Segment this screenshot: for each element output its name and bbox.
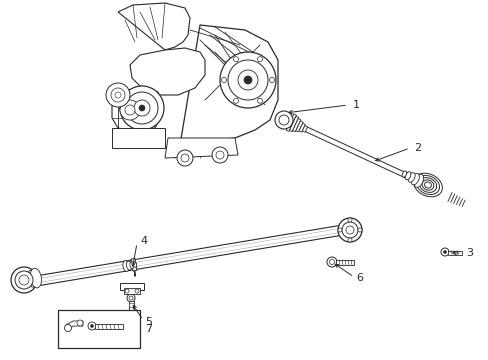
Ellipse shape — [419, 177, 436, 192]
Circle shape — [227, 60, 267, 100]
Polygon shape — [302, 126, 307, 132]
Ellipse shape — [413, 173, 442, 197]
Circle shape — [326, 257, 336, 267]
Ellipse shape — [133, 262, 136, 267]
Circle shape — [125, 105, 135, 115]
Polygon shape — [112, 128, 164, 148]
Circle shape — [337, 218, 361, 242]
Text: 3: 3 — [465, 248, 472, 258]
Bar — [58, 310, 140, 348]
Text: 4: 4 — [140, 236, 147, 246]
Circle shape — [337, 228, 341, 232]
Ellipse shape — [410, 174, 419, 185]
Circle shape — [120, 100, 140, 120]
Polygon shape — [180, 25, 278, 148]
Circle shape — [111, 88, 125, 102]
Circle shape — [126, 92, 158, 124]
Text: 5: 5 — [145, 317, 152, 327]
Circle shape — [135, 289, 139, 293]
Circle shape — [181, 154, 189, 162]
Ellipse shape — [401, 171, 406, 177]
Polygon shape — [292, 118, 300, 132]
Ellipse shape — [416, 175, 439, 195]
Polygon shape — [118, 3, 190, 50]
Circle shape — [90, 324, 93, 328]
Circle shape — [233, 57, 238, 62]
Polygon shape — [164, 138, 238, 158]
Bar — [335, 260, 353, 265]
Text: 7: 7 — [145, 324, 152, 334]
Bar — [447, 251, 461, 255]
Circle shape — [440, 248, 448, 256]
Bar — [129, 301, 134, 313]
Text: 6: 6 — [355, 273, 362, 283]
Ellipse shape — [413, 174, 423, 187]
Ellipse shape — [27, 270, 37, 287]
Circle shape — [274, 111, 292, 129]
Circle shape — [15, 271, 33, 289]
Circle shape — [125, 289, 129, 293]
Circle shape — [269, 77, 274, 82]
Circle shape — [134, 100, 150, 116]
Bar — [120, 283, 144, 290]
Circle shape — [257, 98, 262, 103]
Bar — [95, 324, 123, 329]
Circle shape — [139, 105, 145, 111]
Circle shape — [357, 228, 361, 232]
Ellipse shape — [126, 261, 131, 270]
Circle shape — [115, 92, 121, 98]
Ellipse shape — [24, 272, 32, 287]
Ellipse shape — [421, 180, 433, 190]
Polygon shape — [299, 124, 423, 185]
Polygon shape — [299, 123, 305, 132]
Ellipse shape — [130, 261, 134, 269]
Polygon shape — [133, 260, 135, 276]
Ellipse shape — [30, 268, 41, 288]
Circle shape — [347, 238, 351, 242]
Ellipse shape — [424, 182, 430, 188]
Circle shape — [329, 260, 334, 265]
Circle shape — [19, 275, 29, 285]
Circle shape — [177, 150, 193, 166]
Circle shape — [221, 77, 226, 82]
Polygon shape — [289, 116, 298, 132]
Circle shape — [257, 57, 262, 62]
Circle shape — [244, 76, 251, 84]
Circle shape — [212, 147, 227, 163]
Circle shape — [120, 86, 163, 130]
Polygon shape — [285, 114, 296, 131]
Polygon shape — [33, 225, 345, 286]
Circle shape — [346, 226, 353, 234]
Circle shape — [233, 98, 238, 103]
Ellipse shape — [122, 261, 129, 271]
Circle shape — [106, 83, 130, 107]
Circle shape — [129, 296, 133, 300]
Circle shape — [11, 267, 37, 293]
Bar — [124, 288, 140, 294]
Polygon shape — [112, 88, 160, 132]
Circle shape — [88, 322, 96, 330]
Polygon shape — [66, 321, 83, 330]
Circle shape — [347, 218, 351, 222]
Circle shape — [279, 115, 288, 125]
Polygon shape — [131, 258, 137, 271]
Circle shape — [341, 222, 357, 238]
Text: 2: 2 — [413, 143, 420, 153]
Circle shape — [238, 70, 258, 90]
Circle shape — [443, 251, 446, 253]
Polygon shape — [295, 121, 303, 132]
Circle shape — [220, 52, 275, 108]
Circle shape — [127, 294, 135, 302]
Circle shape — [64, 324, 71, 332]
Circle shape — [77, 320, 83, 326]
Polygon shape — [36, 228, 343, 283]
Ellipse shape — [407, 172, 414, 182]
Polygon shape — [130, 48, 204, 95]
Text: 1: 1 — [352, 100, 359, 110]
Circle shape — [216, 151, 224, 159]
Ellipse shape — [405, 172, 410, 180]
